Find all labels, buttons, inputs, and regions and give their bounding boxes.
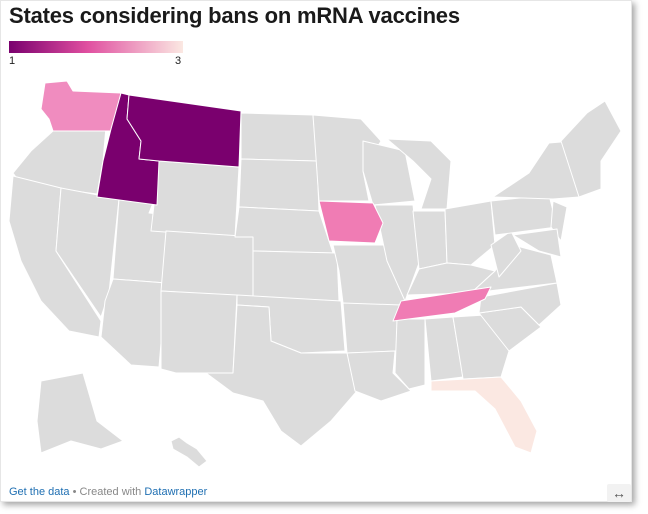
legend-min-label: 1 bbox=[9, 55, 16, 67]
state-west-virginia bbox=[490, 230, 522, 278]
state-south-dakota bbox=[238, 158, 320, 212]
state-iowa bbox=[318, 200, 384, 244]
state-new-england bbox=[560, 100, 622, 198]
state-hawaii bbox=[170, 436, 208, 468]
state-north-dakota bbox=[240, 112, 318, 162]
page-title: States considering bans on mRNA vaccines bbox=[9, 3, 460, 28]
state-colorado bbox=[160, 230, 257, 298]
state-mississippi bbox=[394, 318, 426, 390]
footer-separator: • Created with bbox=[69, 486, 145, 498]
state-texas bbox=[205, 304, 358, 447]
state-new-mexico bbox=[160, 290, 238, 374]
state-montana bbox=[126, 94, 242, 168]
state-maryland bbox=[512, 228, 562, 258]
expand-icon[interactable]: ↔ bbox=[607, 484, 631, 502]
state-wisconsin bbox=[362, 140, 416, 206]
state-virginia bbox=[470, 244, 558, 294]
state-ohio bbox=[444, 200, 496, 266]
legend-max-label: 3 bbox=[175, 55, 182, 67]
datawrapper-link[interactable]: Datawrapper bbox=[144, 486, 208, 498]
state-washington bbox=[40, 80, 122, 132]
state-alaska bbox=[36, 372, 124, 454]
legend-gradient bbox=[9, 41, 183, 53]
us-map bbox=[8, 80, 622, 468]
state-florida bbox=[430, 376, 538, 454]
state-tennessee bbox=[392, 286, 492, 322]
footer: Get the data • Created with Datawrapper bbox=[9, 486, 207, 498]
state-indiana bbox=[412, 210, 448, 270]
state-wyoming bbox=[150, 160, 240, 238]
chart-frame: States considering bans on mRNA vaccines… bbox=[0, 0, 632, 502]
state-michigan bbox=[386, 138, 452, 210]
state-louisiana bbox=[346, 350, 412, 402]
state-illinois bbox=[374, 204, 420, 302]
state-kansas bbox=[252, 250, 340, 302]
state-pennsylvania bbox=[490, 194, 558, 236]
get-data-link[interactable]: Get the data bbox=[9, 486, 70, 498]
state-arkansas bbox=[342, 302, 402, 354]
state-arizona bbox=[100, 278, 167, 368]
